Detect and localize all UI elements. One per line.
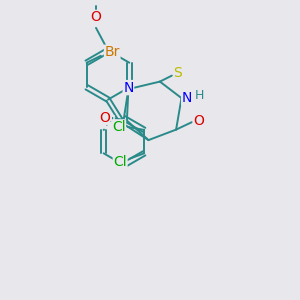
Text: H: H (195, 88, 204, 102)
Text: O: O (193, 114, 204, 128)
Text: H: H (105, 116, 114, 129)
Text: O: O (99, 111, 110, 124)
Text: O: O (91, 11, 101, 24)
Text: N: N (182, 91, 192, 105)
Text: S: S (173, 66, 182, 80)
Text: Cl: Cl (112, 120, 125, 134)
Text: N: N (123, 81, 134, 94)
Text: Cl: Cl (113, 155, 127, 169)
Text: Br: Br (104, 45, 120, 59)
